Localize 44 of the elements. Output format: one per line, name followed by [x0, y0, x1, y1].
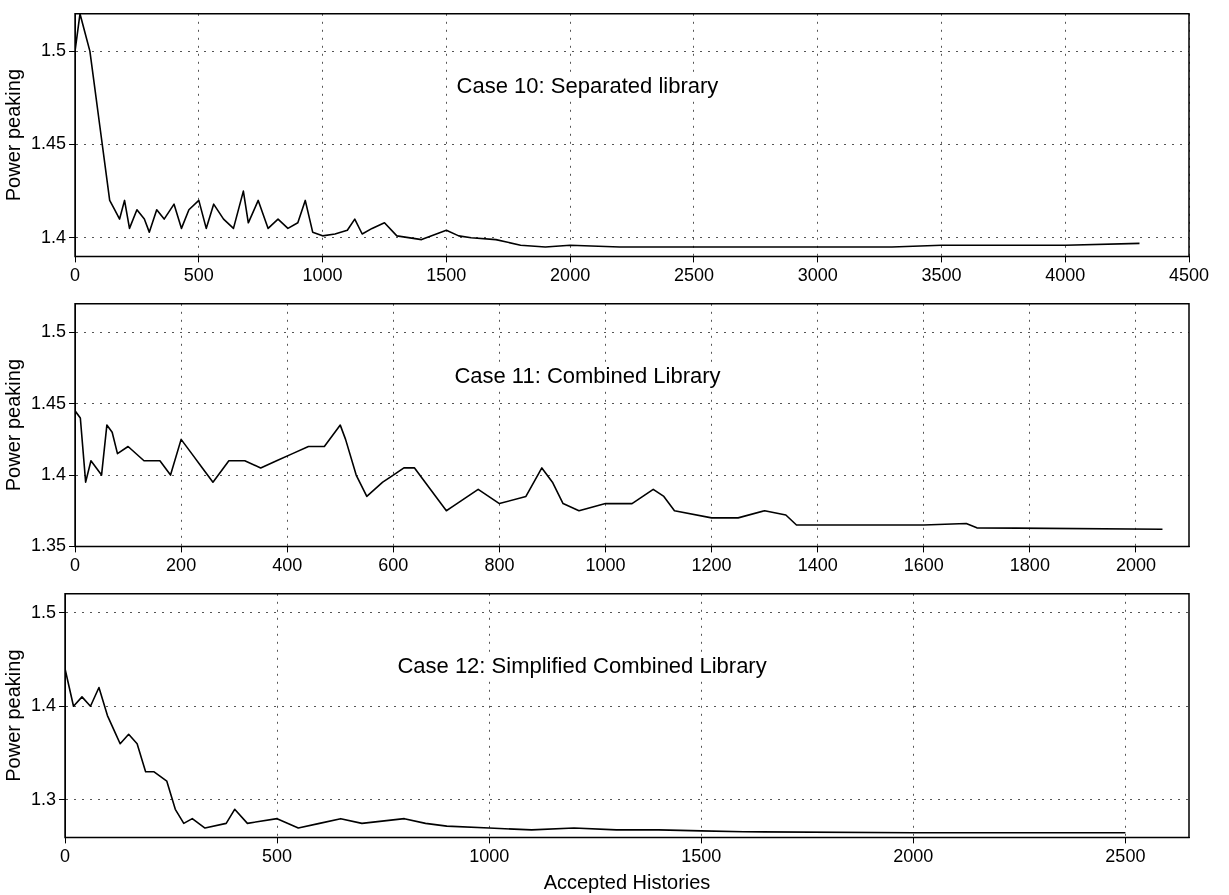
y-tick-label: 1.4: [41, 226, 67, 247]
y-tick-label: 1.5: [41, 321, 67, 342]
x-tick-label: 2500: [673, 265, 714, 286]
y-tick-label: 1.4: [41, 464, 67, 485]
y-axis-title: Power peaking: [1, 358, 24, 492]
y-tick-label: 1.35: [30, 535, 67, 556]
y-axis-title: Power peaking: [1, 68, 24, 202]
x-tick-label: 0: [70, 265, 81, 286]
x-tick-label: 1000: [585, 555, 626, 576]
annotation: Case 12: Simplified Combined Library: [397, 652, 767, 678]
x-tick-label: 0: [60, 846, 71, 867]
x-tick-label: 500: [262, 846, 293, 867]
x-tick-label: 500: [183, 265, 214, 286]
x-tick-label: 4500: [1168, 265, 1210, 286]
x-tick-label: 0: [70, 555, 81, 576]
x-tick-label: 1500: [426, 265, 467, 286]
x-tick-label: 3500: [921, 265, 962, 286]
x-tick-label: 400: [272, 555, 303, 576]
x-tick-label: 2500: [1105, 846, 1146, 867]
x-tick-label: 2000: [1115, 555, 1156, 576]
x-tick-label: 1400: [797, 555, 838, 576]
y-tick-label: 1.45: [30, 392, 67, 413]
y-tick-label: 1.3: [30, 788, 57, 809]
x-tick-label: 1800: [1009, 555, 1050, 576]
x-tick-label: 600: [378, 555, 409, 576]
x-tick-label: 800: [484, 555, 515, 576]
x-tick-label: 1000: [302, 265, 343, 286]
x-tick-label: 2000: [893, 846, 934, 867]
y-tick-label: 1.4: [30, 695, 57, 716]
x-tick-label: 1000: [469, 846, 510, 867]
x-tick-label: 1600: [903, 555, 944, 576]
y-tick-label: 1.5: [30, 601, 57, 622]
x-tick-label: 1500: [681, 846, 722, 867]
y-tick-label: 1.5: [41, 40, 67, 61]
x-tick-label: 1200: [691, 555, 732, 576]
annotation: Case 11: Combined Library: [454, 362, 721, 388]
x-tick-label: 200: [166, 555, 197, 576]
x-tick-label: 4000: [1045, 265, 1086, 286]
y-axis-title: Power peaking: [1, 649, 24, 782]
x-tick-label: 3000: [797, 265, 838, 286]
y-tick-label: 1.45: [30, 133, 67, 154]
x-tick-label: 2000: [550, 265, 591, 286]
annotation: Case 10: Separated library: [456, 72, 719, 98]
x-axis-title: Accepted Histories: [543, 870, 711, 893]
